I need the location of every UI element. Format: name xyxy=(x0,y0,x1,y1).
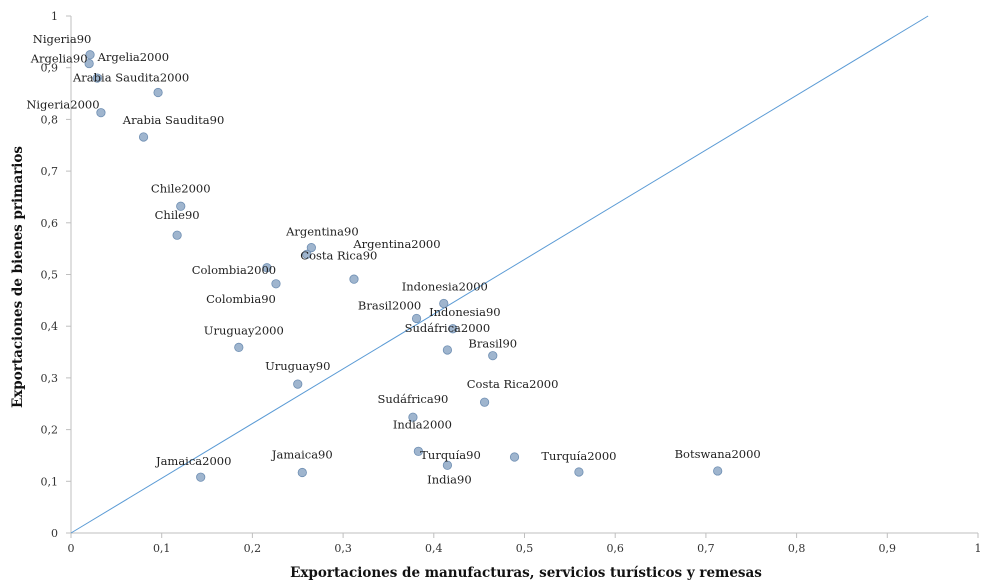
x-tick-label: 0 xyxy=(68,542,75,555)
data-point xyxy=(297,467,307,478)
data-point xyxy=(153,87,163,98)
point-label: Nigeria2000 xyxy=(26,98,99,112)
data-point xyxy=(92,73,102,83)
x-tick-label: 0,1 xyxy=(153,542,171,555)
point-label: Argelia90 xyxy=(30,52,88,66)
y-tick-label: 0,7 xyxy=(41,165,59,178)
y-tick-label: 0,2 xyxy=(41,424,59,437)
data-point xyxy=(96,108,106,118)
point-label: Colombia2000 xyxy=(192,263,276,277)
x-axis-title: Exportaciones de manufacturas, servicios… xyxy=(290,565,762,581)
x-tick-label: 1 xyxy=(975,542,982,555)
y-tick-label: 0 xyxy=(51,527,58,540)
point-label: Costa Rica90 xyxy=(300,248,377,262)
point-label: Arabia Saudita90 xyxy=(122,113,225,127)
data-point xyxy=(439,298,449,309)
reference-line-group xyxy=(70,15,929,534)
reference-line xyxy=(70,15,929,534)
point-label: Arabia Saudita2000 xyxy=(72,71,189,85)
y-tick-label: 0,1 xyxy=(41,475,59,488)
y-tick-label: 0,5 xyxy=(41,269,59,282)
data-point xyxy=(234,342,244,352)
data-point xyxy=(176,201,186,211)
data-point xyxy=(196,472,206,482)
data-point xyxy=(488,351,498,361)
data-point xyxy=(411,313,422,324)
point-label: Argentina90 xyxy=(285,225,359,239)
point-label: Brasil2000 xyxy=(358,298,421,312)
point-label: Costa Rica2000 xyxy=(467,377,559,391)
data-point xyxy=(306,243,316,253)
x-tick-label: 0,9 xyxy=(879,542,897,555)
axes: 0 0,1 0,2 0,3 0,4 0,5 0,6 0,7 0,8 0,9 1 0 0,1 0,2 0,3 0… xyxy=(41,10,982,555)
point-label: Jamaica2000 xyxy=(155,454,231,468)
y-tick-label: 1 xyxy=(51,10,58,23)
data-point xyxy=(293,379,303,389)
point-label: India90 xyxy=(427,472,471,486)
point-label: Sudáfrica90 xyxy=(378,392,449,406)
point-label: Botswana2000 xyxy=(675,447,761,461)
data-point xyxy=(85,50,95,60)
data-point xyxy=(479,397,490,407)
data-point xyxy=(413,446,423,456)
y-axis-title: Exportaciones de bienes primarios xyxy=(10,146,26,408)
data-point xyxy=(262,263,272,273)
data-point xyxy=(448,324,458,334)
x-tick-label: 0,3 xyxy=(334,542,352,555)
data-point xyxy=(271,279,281,289)
point-label: Indonesia90 xyxy=(429,305,501,319)
data-point xyxy=(509,452,520,462)
point-label: Nigeria90 xyxy=(33,32,92,46)
y-tick-label: 0,8 xyxy=(41,113,59,126)
point-label: Colombia90 xyxy=(206,292,276,306)
data-point xyxy=(138,132,149,142)
x-tick-label: 0,2 xyxy=(244,542,262,555)
data-point xyxy=(84,58,94,69)
data-point xyxy=(302,249,312,259)
point-label: Uruguay2000 xyxy=(204,323,284,337)
x-tick-label: 0,4 xyxy=(425,542,443,555)
data-point xyxy=(713,466,723,476)
point-label: Chile2000 xyxy=(151,181,211,195)
point-label: Uruguay90 xyxy=(265,359,330,373)
point-label: Brasil90 xyxy=(468,337,517,351)
data-point xyxy=(349,274,359,284)
point-label: India2000 xyxy=(393,417,452,431)
y-tick-label: 0,6 xyxy=(41,217,59,230)
point-labels: Nigeria90 Argelia90 Argelia2000 Arabia Saud… xyxy=(26,32,760,486)
data-points xyxy=(84,50,723,482)
data-point xyxy=(442,460,453,470)
x-tick-label: 0,5 xyxy=(516,542,534,555)
point-label: Jamaica90 xyxy=(271,448,333,462)
data-point xyxy=(172,230,182,240)
y-tick-label: 0,3 xyxy=(41,372,59,385)
point-label: Turquía90 xyxy=(420,448,481,462)
point-label: Turquía2000 xyxy=(541,449,616,463)
point-label: Chile90 xyxy=(155,208,200,222)
x-tick-label: 0,6 xyxy=(606,542,624,555)
y-tick-label: 0,9 xyxy=(41,62,59,75)
point-label: Argelia2000 xyxy=(97,50,169,64)
y-tick-label: 0,4 xyxy=(41,320,59,333)
data-point xyxy=(408,412,418,422)
x-tick-label: 0,7 xyxy=(697,542,715,555)
point-label: Indonesia2000 xyxy=(402,279,488,293)
data-point xyxy=(442,345,453,355)
point-label: Sudáfrica2000 xyxy=(405,321,491,335)
data-point xyxy=(574,467,584,477)
point-label: Argentina2000 xyxy=(352,237,440,251)
x-tick-label: 0,8 xyxy=(788,542,806,555)
